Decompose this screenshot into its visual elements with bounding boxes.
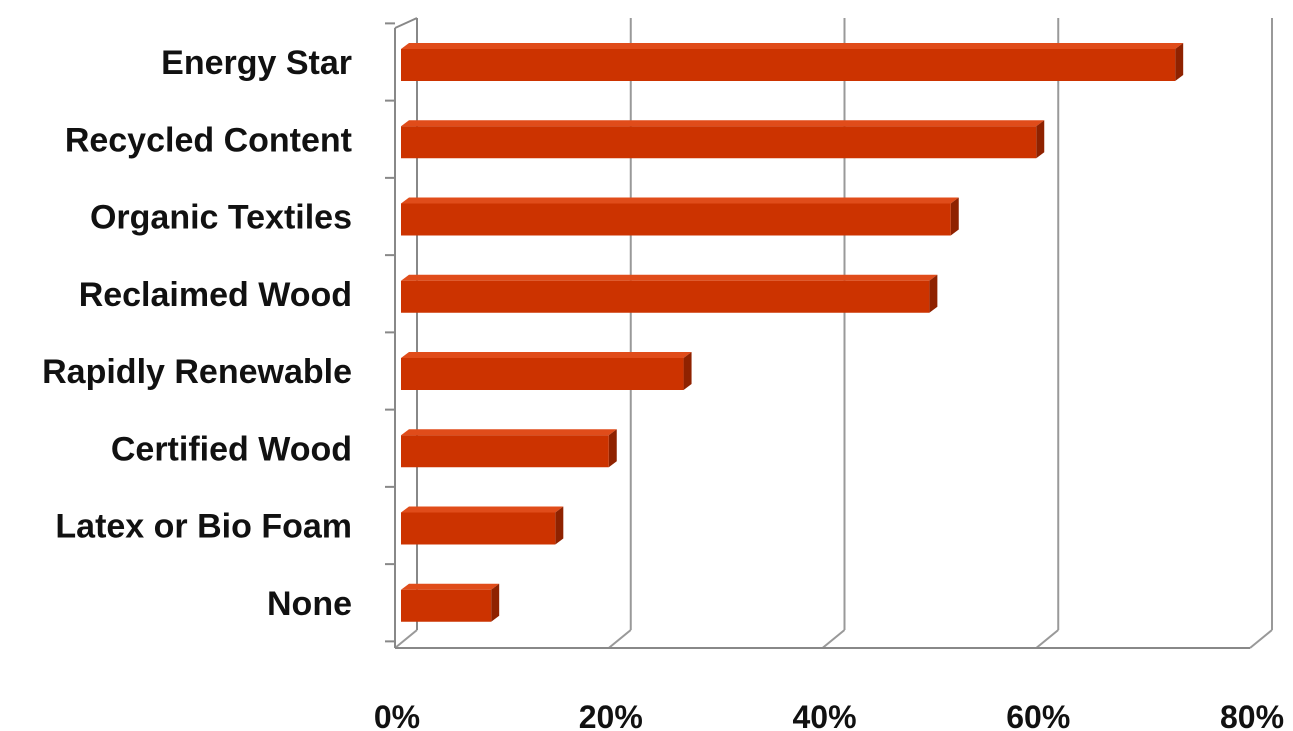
bar-side-face bbox=[683, 352, 692, 390]
category-label: None bbox=[267, 585, 352, 623]
x-tick-label: 20% bbox=[579, 699, 643, 731]
bar-front-face bbox=[401, 126, 1037, 159]
bar-front-face bbox=[401, 435, 609, 468]
bar-side-face bbox=[555, 506, 564, 545]
bar-front-face bbox=[401, 203, 951, 236]
category-label: Energy Star bbox=[161, 44, 352, 82]
floor-gridline-80 bbox=[1249, 629, 1273, 649]
floor-gridline-40 bbox=[821, 629, 846, 649]
bar-latex-or-bio-foam bbox=[401, 506, 564, 545]
bar-front-face bbox=[401, 358, 684, 390]
category-label: Reclaimed Wood bbox=[79, 276, 352, 314]
x-tick-label: 80% bbox=[1220, 699, 1284, 731]
bar-top-face bbox=[401, 274, 938, 281]
axes bbox=[385, 17, 1250, 649]
bar-top-face bbox=[401, 120, 1045, 127]
bar-energy-star bbox=[401, 43, 1184, 81]
bar-side-face bbox=[608, 429, 617, 468]
bar-certified-wood bbox=[401, 429, 617, 468]
bar-top-face bbox=[401, 43, 1184, 49]
gridlines bbox=[394, 18, 1273, 649]
x-tick-label: 0% bbox=[374, 699, 420, 731]
floor-gridline-20 bbox=[608, 629, 632, 649]
bar-front-face bbox=[401, 280, 930, 313]
floor-gridline-60 bbox=[1035, 629, 1059, 649]
bar-none bbox=[401, 583, 500, 622]
bar-side-face bbox=[929, 274, 938, 313]
bar-side-face bbox=[491, 583, 500, 622]
floor-gridline-0 bbox=[394, 629, 418, 649]
bars bbox=[401, 43, 1184, 622]
bar-top-face bbox=[401, 583, 500, 590]
bar-top-face bbox=[401, 429, 617, 436]
category-labels: Energy Star Recycled Content Organic Texti… bbox=[42, 44, 352, 623]
bar-top-face bbox=[401, 506, 564, 513]
category-label: Rapidly Renewable bbox=[42, 353, 352, 391]
x-tick-label: 60% bbox=[1006, 699, 1070, 731]
bar-side-face bbox=[950, 197, 959, 236]
bar-front-face bbox=[401, 512, 556, 545]
x-tick-label: 40% bbox=[792, 699, 856, 731]
bar-side-face bbox=[1036, 120, 1045, 159]
x-tick-labels: 0% 20% 40% 60% 80% bbox=[374, 699, 1284, 731]
bar-side-face bbox=[1175, 43, 1184, 81]
category-axis-top-edge bbox=[394, 17, 418, 29]
bar-top-face bbox=[401, 197, 959, 204]
category-label: Recycled Content bbox=[65, 121, 352, 159]
category-label: Latex or Bio Foam bbox=[55, 508, 352, 546]
bar-reclaimed-wood bbox=[401, 274, 938, 313]
bar-top-face bbox=[401, 352, 692, 358]
bar-recycled-content bbox=[401, 120, 1045, 159]
category-label: Certified Wood bbox=[111, 430, 352, 468]
bar-front-face bbox=[401, 589, 492, 622]
bar-front-face bbox=[401, 49, 1176, 81]
category-label: Organic Textiles bbox=[90, 199, 352, 237]
bar-rapidly-renewable bbox=[401, 352, 692, 390]
bar-organic-textiles bbox=[401, 197, 959, 236]
